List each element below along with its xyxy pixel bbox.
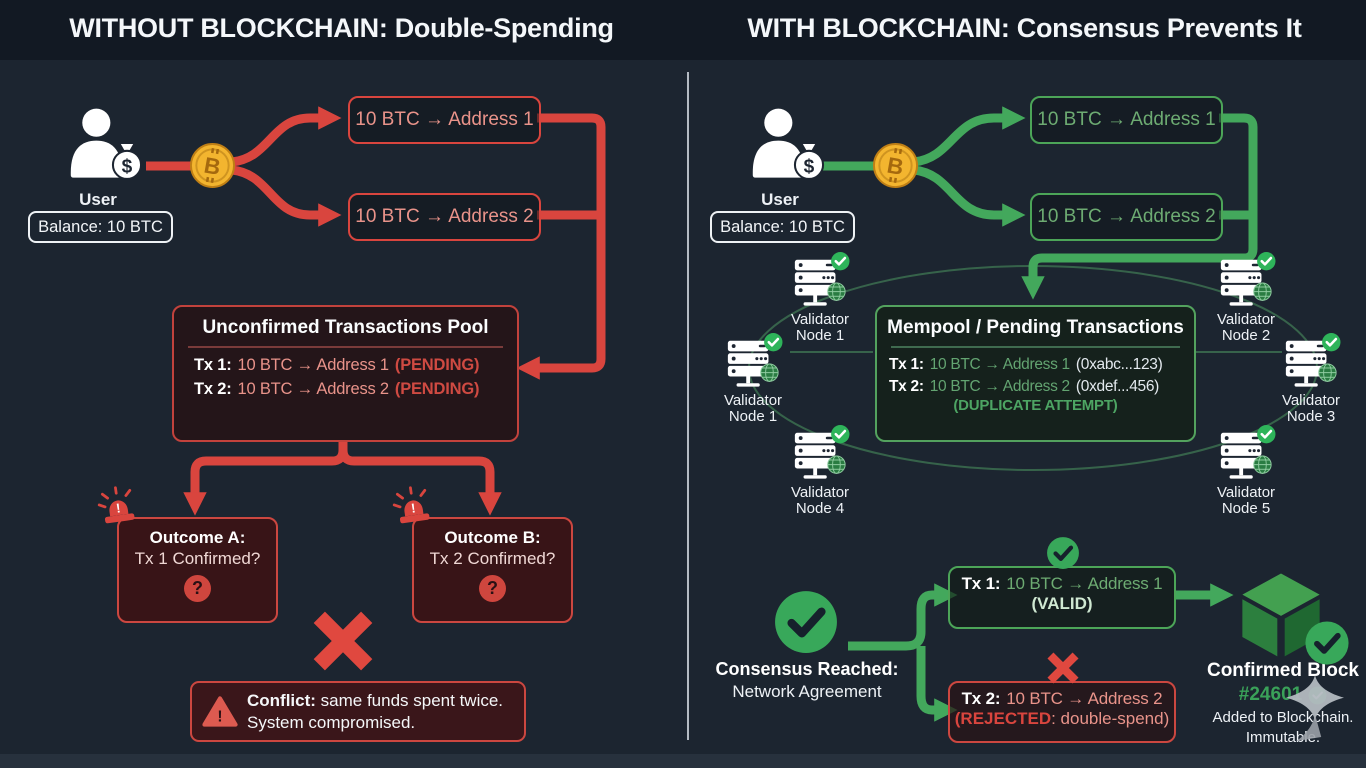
block-check-icon — [1304, 620, 1350, 666]
tx1-status: (PENDING) — [394, 355, 480, 374]
server-icon — [722, 333, 784, 391]
outcome-b-text: Tx 2 Confirmed? — [429, 549, 556, 569]
block-number: #24601 — [1238, 684, 1303, 705]
tx1-label: Tx 1: — [194, 355, 232, 374]
conflict-line2: System compromised. — [247, 712, 416, 732]
question-mark-icon: ? — [184, 574, 211, 602]
tx1-text: 10 BTC → Address 1 — [1006, 574, 1163, 593]
balance-badge: Balance: 10 BTC — [710, 211, 855, 243]
tx1-label: Tx 1: — [889, 355, 924, 373]
consensus-title: Consensus Reached: — [715, 659, 899, 679]
duplicate-attempt-note: (DUPLICATE ATTEMPT) — [953, 396, 1118, 414]
pool-tx2-row: Tx 2: 10 BTC → Address 2 (PENDING) — [174, 380, 517, 399]
validator-node: Validator Node 1 — [691, 333, 815, 425]
tx2-text: 10 BTC → Address 2 — [1006, 689, 1163, 708]
question-mark-icon: ? — [479, 574, 506, 602]
validator-node-label: Validator Node 5 — [1216, 484, 1276, 518]
mempool-divider-line — [891, 346, 1180, 348]
pool-divider-line — [188, 346, 503, 348]
outcome-a-title: Outcome A: — [149, 528, 246, 547]
tx1-label: Tx 1: — [961, 574, 1001, 593]
outcome-a-box: Outcome A: Tx 1 Confirmed? ? — [117, 517, 278, 623]
tx1-text: 10 BTC → Address 1 — [929, 355, 1071, 373]
mempool-tx1-row: Tx 1: 10 BTC → Address 1 (0xabc...123) — [877, 356, 1194, 374]
unconfirmed-pool-box: Unconfirmed Transactions Pool Tx 1: 10 BT… — [172, 305, 519, 442]
address1-box: 10 BTC → Address 1 — [348, 96, 541, 144]
tx1-hash: (0xabc...123) — [1075, 355, 1163, 373]
panel-divider — [687, 72, 689, 740]
bottom-strip — [0, 754, 1366, 768]
consensus-labels: Consensus Reached: Network Agreement — [696, 659, 918, 702]
block-title: Confirmed Block — [1206, 660, 1360, 681]
user-icon — [740, 106, 832, 188]
siren-icon — [386, 481, 440, 531]
header-bar: WITHOUT BLOCKCHAIN: Double-Spending WITH… — [0, 0, 1366, 60]
server-icon — [789, 425, 851, 483]
tx2-text: 10 BTC → Address 2 — [237, 379, 390, 398]
address2-box: 10 BTC → Address 2 — [348, 193, 541, 241]
validator-node-label: Validator Node 3 — [1281, 392, 1341, 426]
cursor-icon — [1286, 674, 1344, 742]
tx2-text: 10 BTC → Address 2 — [929, 377, 1071, 395]
conflict-line1: same funds spent twice. — [315, 691, 504, 711]
bitcoin-coin-icon — [872, 142, 919, 189]
validator-node: Validator Node 4 — [758, 425, 882, 517]
validator-node-label: Validator Node 1 — [723, 392, 783, 426]
server-icon — [1215, 252, 1277, 310]
server-icon — [1280, 333, 1342, 391]
validator-node-label: Validator Node 4 — [790, 484, 850, 518]
mempool-box: Mempool / Pending Transactions Tx 1: 10 B… — [875, 305, 1196, 442]
tx-valid-box: Tx 1: 10 BTC → Address 1 (VALID) — [948, 566, 1176, 629]
tx2-label: Tx 2: — [889, 377, 924, 395]
right-panel-title: WITH BLOCKCHAIN: Consensus Prevents It — [747, 13, 1302, 43]
tx2-label: Tx 2: — [961, 689, 1001, 708]
mempool-tx2-row: Tx 2: 10 BTC → Address 2 (0xdef...456) — [877, 378, 1194, 396]
validator-node: Validator Node 3 — [1249, 333, 1366, 425]
pool-title: Unconfirmed Transactions Pool — [202, 317, 489, 338]
user-label: User — [761, 190, 799, 209]
pool-tx1-row: Tx 1: 10 BTC → Address 1 (PENDING) — [174, 356, 517, 375]
tx2-label: Tx 2: — [194, 379, 232, 398]
conflict-box: Conflict: same funds spent twice. System… — [190, 681, 526, 742]
validator-node: Validator Node 1 — [758, 252, 882, 344]
conflict-text: Conflict: same funds spent twice. System… — [247, 690, 503, 733]
tx2-hash: (0xdef...456) — [1075, 377, 1160, 395]
server-icon — [1215, 425, 1277, 483]
address1-box: 10 BTC → Address 1 — [1030, 96, 1223, 144]
warning-triangle-icon — [202, 695, 238, 728]
left-panel-title: WITHOUT BLOCKCHAIN: Double-Spending — [69, 13, 614, 43]
conflict-bold: Conflict: — [247, 691, 316, 711]
outcome-a-text: Tx 1 Confirmed? — [134, 549, 261, 569]
outcome-b-title: Outcome B: — [444, 528, 541, 547]
bitcoin-coin-icon — [189, 142, 236, 189]
siren-icon — [91, 481, 145, 531]
server-icon — [789, 252, 851, 310]
valid-status: (VALID) — [1031, 594, 1093, 613]
mempool-title: Mempool / Pending Transactions — [887, 317, 1184, 338]
validator-node: Validator Node 2 — [1184, 252, 1308, 344]
tx1-text: 10 BTC → Address 1 — [237, 355, 390, 374]
tx2-status: (PENDING) — [394, 379, 480, 398]
rejected-status-rest: : double-spend) — [1051, 709, 1170, 728]
address2-box: 10 BTC → Address 2 — [1030, 193, 1223, 241]
conflict-x-icon — [309, 607, 377, 675]
rejected-status-bold: (REJECTED — [954, 709, 1052, 728]
consensus-check-icon — [773, 589, 839, 655]
rejected-x-icon — [1045, 650, 1081, 686]
outcome-b-box: Outcome B: Tx 2 Confirmed? ? — [412, 517, 573, 623]
tx-rejected-box: Tx 2: 10 BTC → Address 2 (REJECTED: doubl… — [948, 681, 1176, 743]
block-number-row: #24601 — [1188, 684, 1366, 706]
validator-node: Validator Node 5 — [1184, 425, 1308, 517]
consensus-subtitle: Network Agreement — [732, 682, 882, 701]
valid-check-icon — [1046, 536, 1080, 570]
user-icon — [58, 106, 150, 188]
user-label: User — [79, 190, 117, 209]
balance-badge: Balance: 10 BTC — [28, 211, 173, 243]
